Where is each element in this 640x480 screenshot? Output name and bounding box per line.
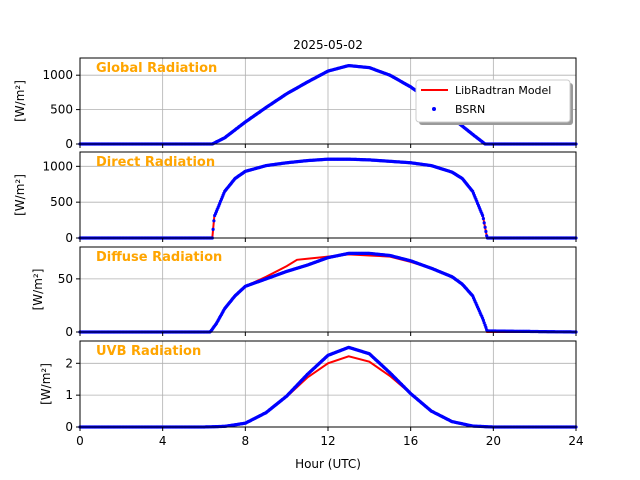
panel-title: Diffuse Radiation: [96, 250, 222, 265]
y-axis-label: [W/m²]: [39, 363, 53, 405]
x-tick-label: 0: [76, 434, 84, 448]
y-axis-label: [W/m²]: [13, 174, 27, 216]
bsrn-point: [481, 217, 485, 221]
bsrn-point: [211, 227, 215, 231]
figure-title: 2025-05-02: [293, 38, 363, 52]
y-tick-label: 50: [58, 272, 73, 286]
legend-box: [415, 79, 571, 123]
x-tick-label: 20: [486, 434, 501, 448]
legend-model-label: LibRadtran Model: [455, 84, 551, 97]
y-tick-label: 0: [65, 420, 73, 434]
x-tick-label: 12: [320, 434, 335, 448]
y-tick-label: 1000: [42, 159, 73, 173]
legend-bsrn-label: BSRN: [455, 103, 485, 116]
y-axis-label: [W/m²]: [31, 269, 45, 311]
y-tick-label: 500: [50, 103, 73, 117]
panel-title: Global Radiation: [96, 61, 217, 76]
x-tick-label: 4: [159, 434, 167, 448]
series-points-bsrn: [78, 157, 578, 240]
x-axis-label: Hour (UTC): [295, 457, 361, 471]
bsrn-point: [484, 229, 488, 234]
y-tick-label: 500: [50, 195, 73, 209]
panel-title: Direct Radiation: [96, 155, 215, 170]
legend: LibRadtran Model BSRN: [415, 79, 573, 125]
legend-bsrn-swatch: [432, 107, 436, 111]
bsrn-point: [482, 221, 486, 225]
panel-2: 0 50 Diffuse Radiation [W/m²]: [31, 246, 578, 339]
series-points-bsrn: [78, 64, 578, 146]
x-tick-label: 24: [568, 434, 583, 448]
y-tick-label: 0: [65, 137, 73, 151]
bsrn-point: [212, 219, 216, 223]
y-tick-label: 0: [65, 325, 73, 339]
x-tick-label: 16: [403, 434, 418, 448]
y-tick-label: 1: [65, 388, 73, 402]
y-tick-label: 1000: [42, 68, 73, 82]
x-tick-label: 8: [242, 434, 250, 448]
y-axis-label: [W/m²]: [13, 80, 27, 122]
panel-title: UVB Radiation: [96, 344, 201, 359]
bsrn-point: [481, 213, 485, 218]
y-tick-label: 2: [65, 356, 73, 370]
panel-1: 0 500 1000 Direct Radiation [W/m²]: [13, 151, 578, 245]
y-tick-label: 0: [65, 231, 73, 245]
bsrn-point: [483, 225, 487, 229]
